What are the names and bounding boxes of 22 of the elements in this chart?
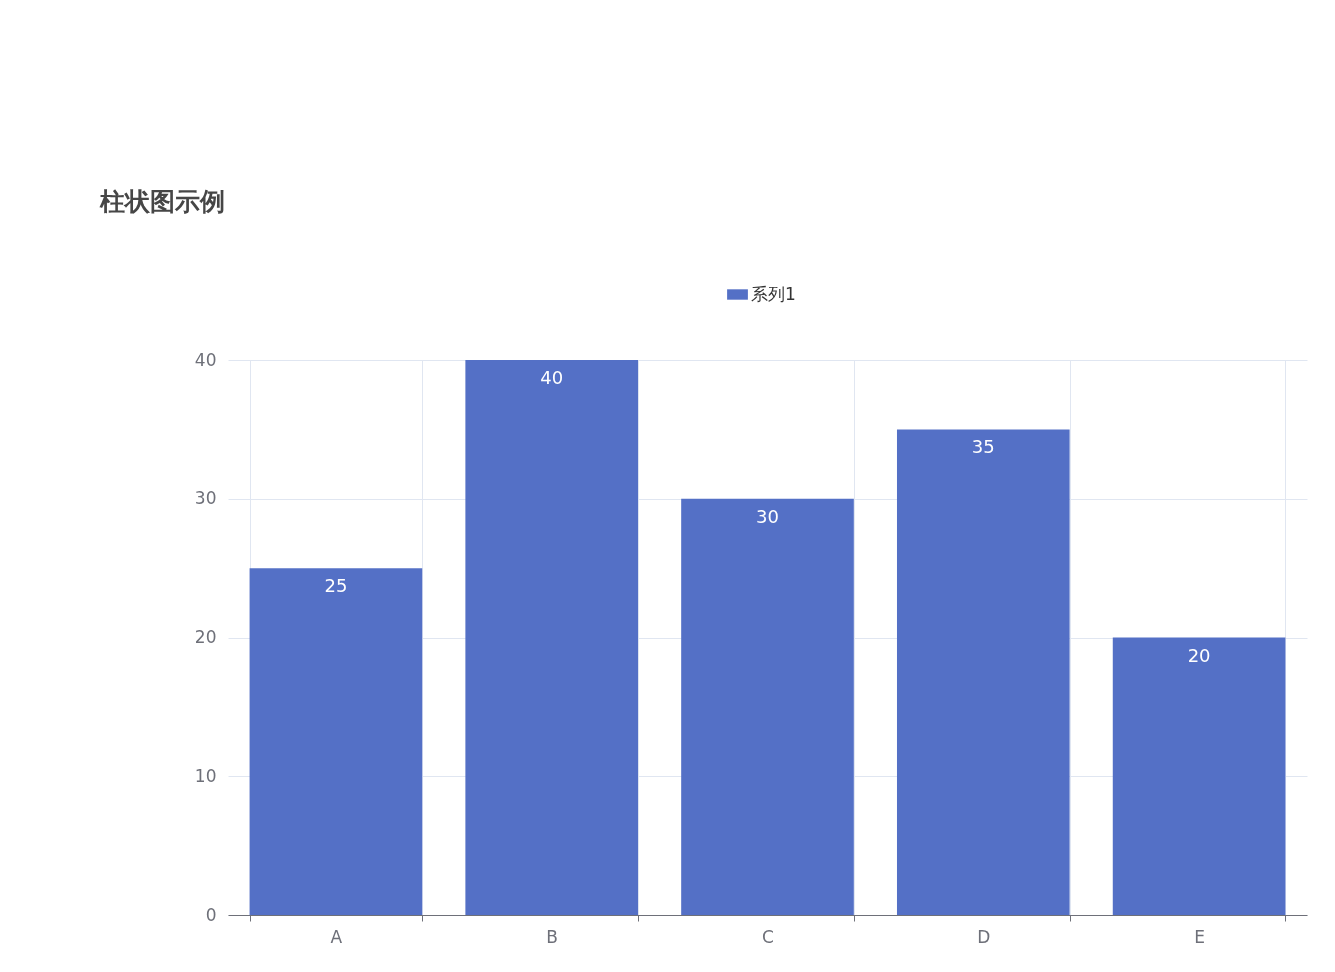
x-tick-label: A	[330, 926, 343, 947]
x-tick-label: C	[762, 926, 774, 947]
bar	[249, 568, 423, 915]
x-tick-label: D	[977, 926, 991, 947]
legend-label: 系列1	[751, 283, 796, 304]
x-tick-label: E	[1194, 926, 1205, 947]
data-label: 40	[540, 367, 564, 388]
bar	[896, 429, 1070, 915]
data-label: 35	[971, 436, 995, 458]
chart-title: 柱状图示例	[99, 187, 225, 216]
bar	[465, 360, 639, 915]
y-tick-label: 30	[194, 488, 217, 509]
y-tick-label: 40	[194, 349, 217, 370]
data-label: 30	[756, 505, 779, 527]
x-tick-label: B	[546, 926, 559, 947]
y-tick-label: 10	[194, 765, 217, 786]
y-tick-label: 0	[205, 904, 217, 925]
data-label: 25	[324, 575, 348, 597]
y-tick-label: 20	[194, 627, 217, 647]
bar	[1112, 637, 1286, 915]
data-label: 20	[1187, 644, 1211, 666]
bar	[681, 498, 854, 915]
